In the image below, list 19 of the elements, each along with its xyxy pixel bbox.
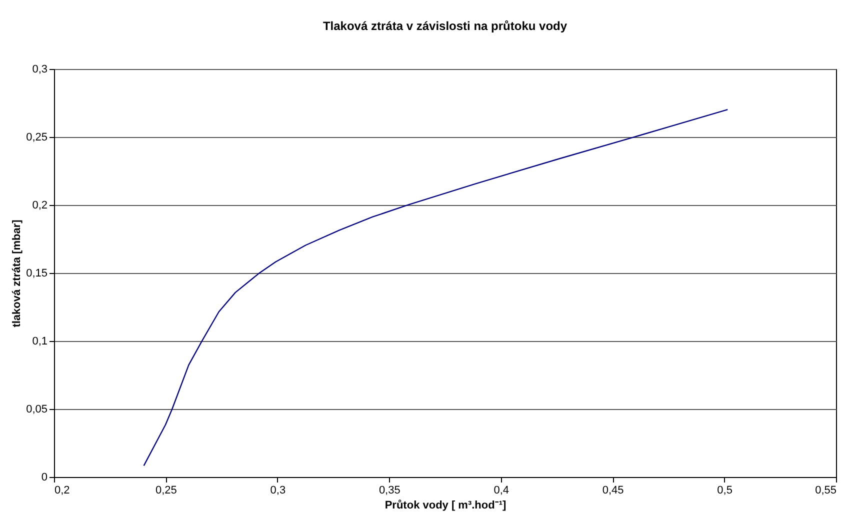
y-tick-label: 0,2 — [32, 200, 48, 212]
x-tick-label: 0,25 — [156, 484, 177, 496]
y-axis-title: tlaková ztráta [mbar] — [11, 219, 24, 328]
x-tick-label: 0,3 — [270, 484, 286, 496]
y-tick-label: 0,05 — [26, 404, 48, 416]
line-series — [143, 108, 728, 466]
x-tick-label: 0,55 — [815, 484, 836, 496]
y-tick-label: 0,3 — [32, 64, 48, 76]
y-tick-label: 0,1 — [32, 336, 48, 348]
x-tick-label: 0,2 — [54, 484, 70, 496]
y-tick-label: 0,15 — [26, 268, 48, 280]
x-tick-label: 0,35 — [378, 484, 400, 496]
y-tick-label: 0,25 — [26, 132, 48, 144]
x-tick-label: 0,5 — [717, 484, 732, 496]
y-tick-label: 0 — [41, 472, 48, 484]
x-tick-label: 0,4 — [494, 484, 510, 496]
x-axis-title: Průtok vody [ m³.hod⁻¹] — [384, 500, 506, 512]
x-tick-label: 0,45 — [602, 484, 624, 496]
chart-title: Tlaková ztráta v závislosti na průtoku vody — [322, 19, 568, 33]
